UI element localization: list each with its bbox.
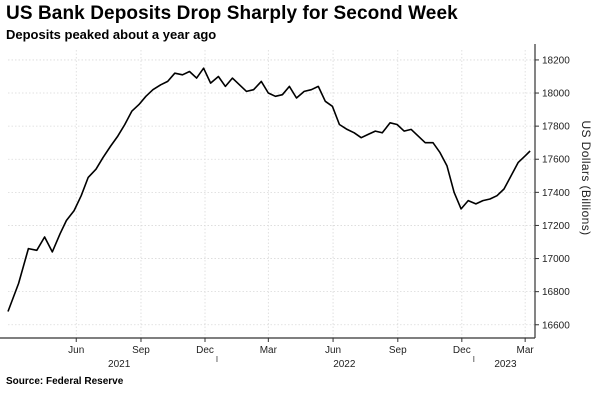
chart-subtitle: Deposits peaked about a year ago [6,27,217,42]
x-year-label: 2022 [333,359,356,370]
y-tick-label: 16800 [542,287,570,298]
x-tick-label: Dec [453,345,471,356]
y-tick-label: 17000 [542,254,570,265]
y-tick-label: 18200 [542,55,570,66]
source-note: Source: Federal Reserve [6,376,124,387]
y-tick-label: 17400 [542,188,570,199]
deposits-series-line [7,67,531,312]
y-axis-ticks: 16600 16800 17000 17200 17400 17600 17800 18000… [535,55,570,331]
x-year-label: 2021 [108,359,131,370]
x-year-label: 2023 [494,359,517,370]
chart-title: US Bank Deposits Drop Sharply for Second… [6,3,458,24]
x-tick-label: Mar [517,345,535,356]
y-tick-label: 17600 [542,155,570,166]
grid-lines [8,50,535,338]
y-axis-label: US Dollars (Billions) [579,120,593,235]
x-tick-label: Jun [68,345,84,356]
x-tick-label: Dec [196,345,214,356]
y-tick-label: 17800 [542,122,570,133]
plot-frame [0,44,536,339]
x-tick-label: Jun [325,345,341,356]
x-tick-label: Sep [389,345,407,356]
x-tick-label: Mar [260,345,278,356]
y-tick-label: 16600 [542,320,570,331]
x-tick-label: Sep [132,345,150,356]
y-tick-label: 18000 [542,89,570,100]
data-series [7,67,531,312]
y-tick-label: 17200 [542,221,570,232]
x-axis-ticks: Jun Sep Dec Mar Jun Sep Dec Mar 2021 2022 2023 [68,338,534,370]
